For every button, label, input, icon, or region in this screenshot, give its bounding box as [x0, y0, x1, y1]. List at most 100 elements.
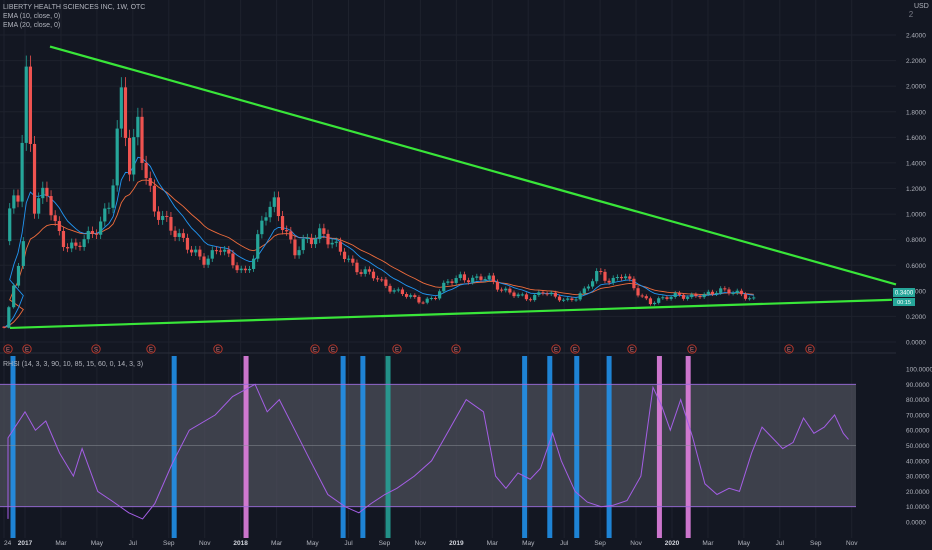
- time-tick-label: Sep: [163, 540, 175, 547]
- event-marker-label: E: [25, 347, 29, 353]
- candle-body: [462, 274, 467, 281]
- candle-body: [562, 299, 566, 301]
- signal-marker: [656, 356, 662, 538]
- candle-body: [260, 220, 264, 235]
- candle-body: [322, 228, 326, 234]
- candle-body: [690, 294, 694, 298]
- price-tick-label: 0.6000: [906, 263, 926, 270]
- candle-body: [491, 275, 495, 282]
- candle-body: [235, 265, 239, 271]
- countdown-box: [893, 298, 915, 306]
- candle-body: [421, 302, 425, 304]
- candle-body: [239, 268, 243, 271]
- candle-body: [371, 271, 376, 279]
- scale-button[interactable]: 2: [908, 10, 914, 19]
- candle-body: [619, 277, 624, 279]
- candle-body: [359, 272, 363, 274]
- candle-body: [495, 281, 500, 290]
- candle-body: [714, 292, 719, 295]
- event-marker-label: S: [94, 347, 98, 353]
- candle-body: [28, 66, 32, 144]
- ema20-legend[interactable]: EMA (20, close, 0): [3, 22, 61, 29]
- candle-body: [628, 276, 632, 279]
- candle-body: [743, 294, 748, 299]
- signal-marker: [10, 356, 16, 538]
- candle-body: [301, 238, 305, 251]
- candle-body: [243, 268, 247, 271]
- price-tick-label: 1.6000: [906, 135, 926, 142]
- candle-body: [504, 288, 508, 291]
- candle-body: [194, 249, 198, 253]
- ema10-legend[interactable]: EMA (10, close, 0): [3, 13, 61, 20]
- candle-body: [615, 277, 619, 279]
- candle-body: [363, 269, 367, 274]
- oscillator-tick-label: 90.0000: [906, 382, 930, 389]
- candle-body: [549, 292, 553, 295]
- descending-trendline: [49, 45, 897, 286]
- candle-body: [673, 292, 677, 298]
- candle-body: [177, 233, 181, 237]
- candle-body: [268, 206, 272, 218]
- candle-body: [272, 197, 276, 207]
- candle-body: [57, 221, 61, 232]
- event-marker-label: E: [554, 347, 558, 353]
- countdown-label: 00:15: [897, 300, 911, 306]
- candle-body: [61, 231, 66, 248]
- price-tick-label: 2.4000: [906, 33, 926, 40]
- event-marker-circle: [451, 344, 461, 354]
- event-marker-label: E: [331, 347, 335, 353]
- signal-marker: [385, 356, 391, 538]
- event-marker-label: E: [216, 347, 220, 353]
- candle-body: [256, 234, 260, 259]
- candle-body: [8, 208, 12, 242]
- candle-body: [438, 291, 442, 299]
- signal-marker: [574, 356, 580, 538]
- event-marker-circle: [805, 344, 815, 354]
- signal-marker: [340, 356, 346, 538]
- candle-body: [652, 302, 657, 305]
- event-marker-circle: [22, 344, 32, 354]
- candle-body: [65, 247, 70, 249]
- ascending-trendline: [9, 298, 893, 330]
- event-marker-label: E: [313, 347, 317, 353]
- candle-body: [719, 288, 723, 293]
- candle-body: [545, 293, 549, 295]
- indicator-title[interactable]: RHSI (14, 3, 3, 90, 10, 85, 15, 60, 0, 1…: [3, 361, 144, 368]
- candle-body: [702, 294, 706, 298]
- candle-body: [37, 198, 41, 214]
- ema10-line: [3, 156, 754, 329]
- event-marker-circle: [687, 344, 697, 354]
- event-marker-label: E: [630, 347, 634, 353]
- candle-body: [508, 288, 512, 293]
- event-marker-label: E: [395, 347, 399, 353]
- candle-body: [132, 137, 136, 175]
- candle-body: [665, 297, 669, 299]
- candle-body: [24, 66, 28, 143]
- candle-body: [388, 285, 392, 292]
- candle-body: [681, 294, 686, 299]
- candle-body: [409, 295, 413, 297]
- price-tick-label: 0.4000: [906, 288, 926, 295]
- candle-body: [632, 278, 636, 289]
- candle-body: [512, 292, 516, 297]
- candle-body: [326, 233, 330, 245]
- price-tick-label: 1.0000: [906, 212, 926, 219]
- signal-markers: [10, 356, 691, 538]
- oscillator-tick-label: 30.0000: [906, 474, 930, 481]
- candle-body: [400, 289, 405, 295]
- candle-body: [392, 290, 396, 292]
- candle-body: [136, 116, 140, 138]
- symbol-title[interactable]: LIBERTY HEALTH SCIENCES INC, 1W, OTC: [3, 4, 146, 11]
- candle-body: [78, 245, 82, 247]
- event-marker-circle: [310, 344, 320, 354]
- candle-body: [247, 268, 252, 271]
- candle-body: [107, 207, 111, 209]
- candle-body: [156, 211, 161, 220]
- event-marker-circle: [91, 344, 101, 354]
- candle-body: [698, 296, 702, 298]
- candle-body: [396, 289, 400, 291]
- event-marker-label: E: [787, 347, 791, 353]
- candle-body: [82, 239, 86, 247]
- candle-body: [144, 163, 148, 179]
- candle-body: [677, 292, 681, 295]
